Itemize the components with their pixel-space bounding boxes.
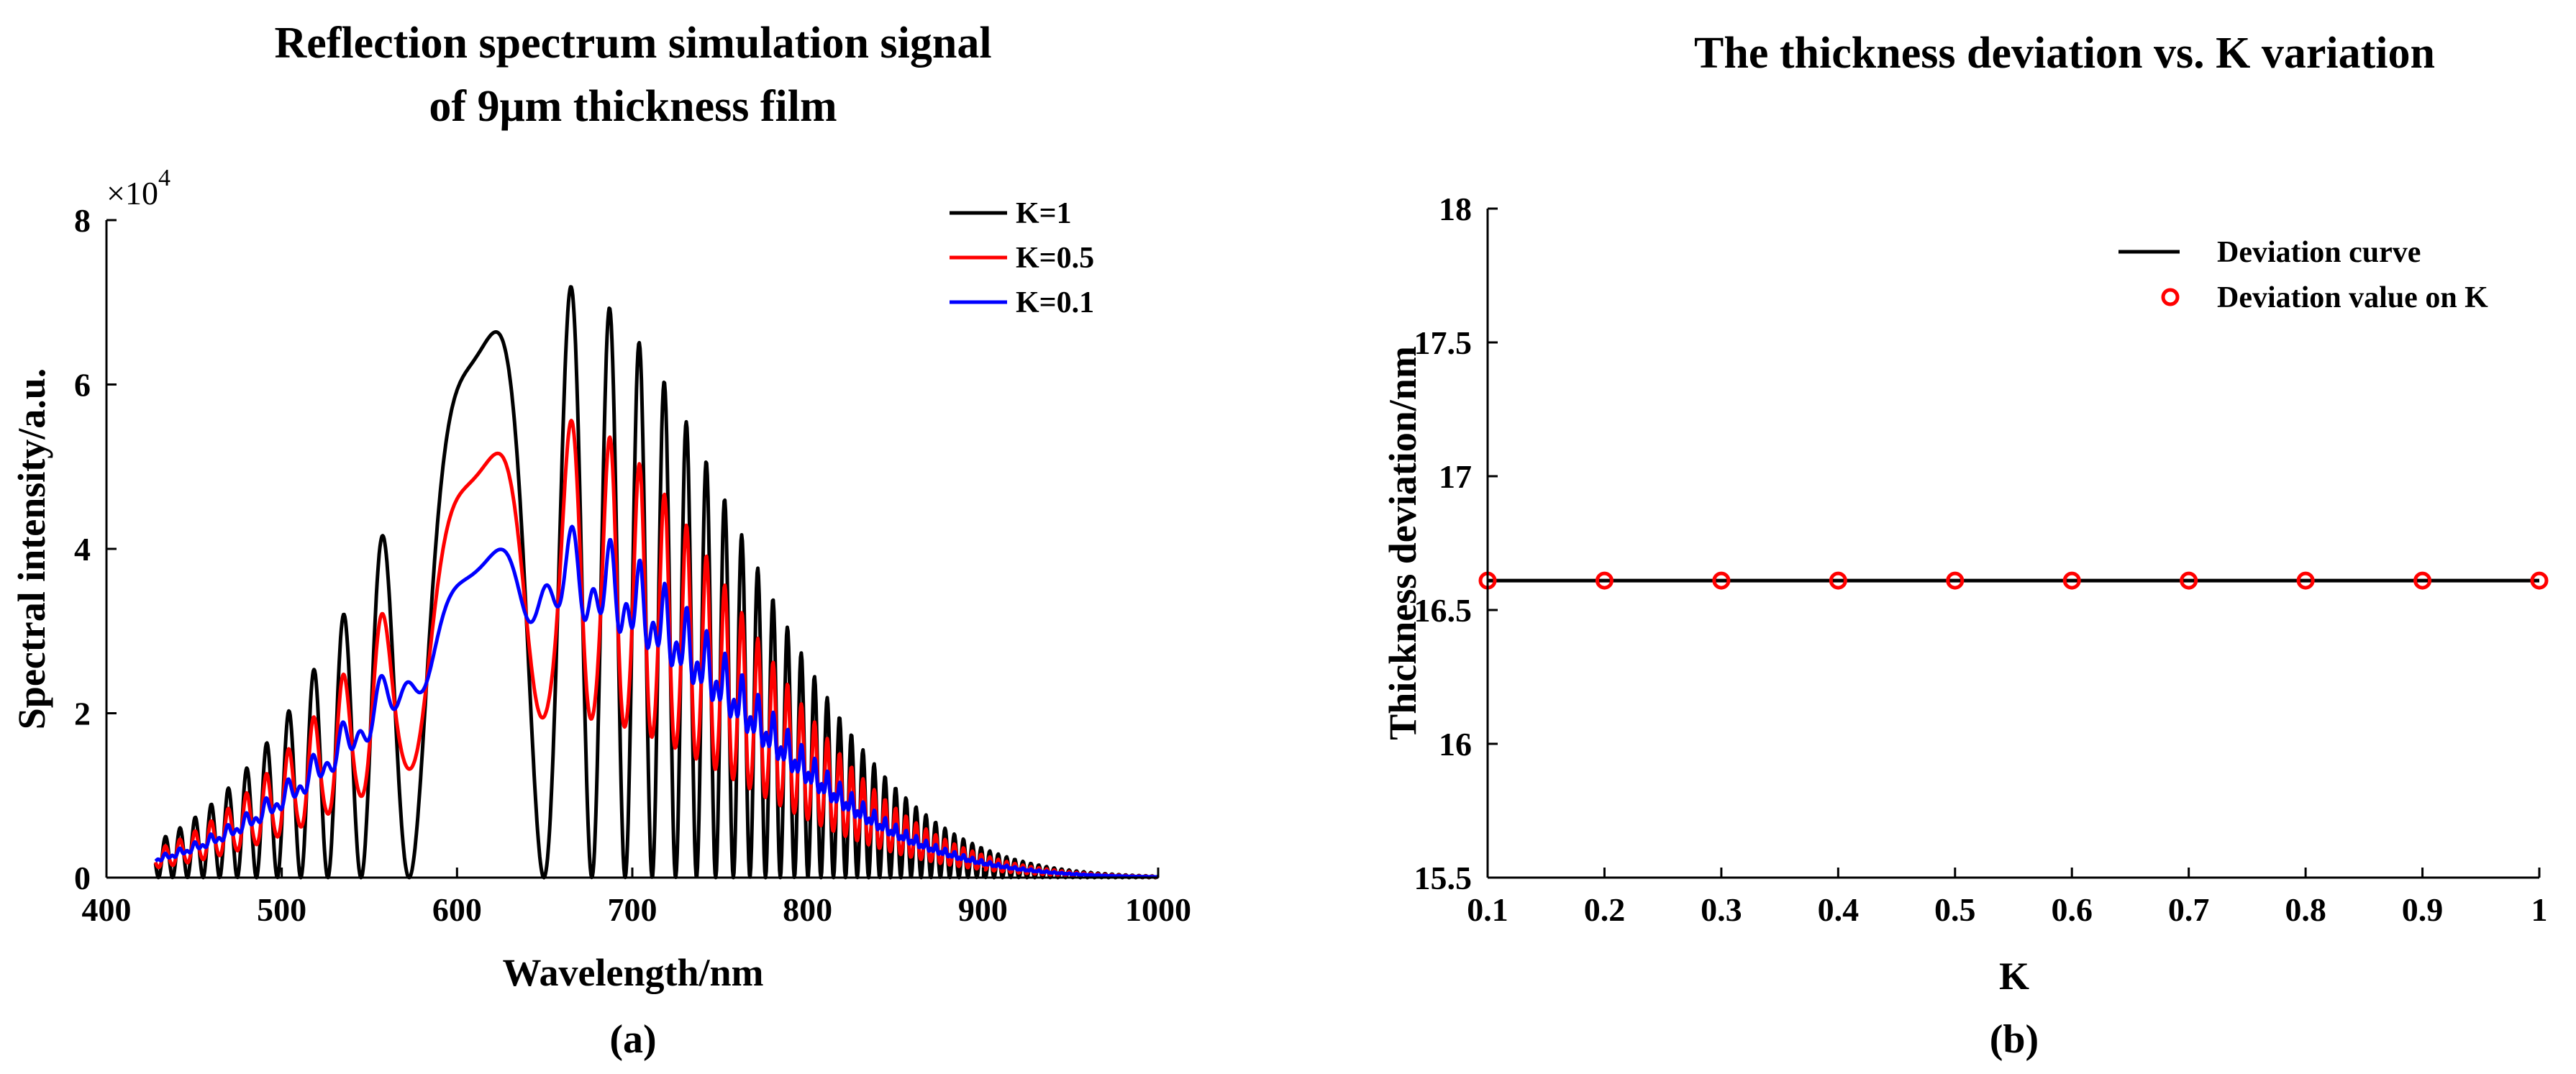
panel-b-plot: 0.1 0.2 0.3 0.4 0.5 0.6 0.7 0.8 0.9 1 15.51616.51… — [1414, 191, 2549, 928]
deviation-value-marker — [2296, 571, 2315, 590]
panel-a-y-tick-label: 2 — [74, 696, 91, 732]
panel-b: The thickness deviation vs. K variation … — [1381, 29, 2549, 1062]
panel-b-y-label: Thickness deviation/nm — [1381, 346, 1424, 740]
panel-a-y-multiplier-exponent: 4 — [158, 165, 170, 191]
panel-a-x-tick-label: 600 — [432, 891, 482, 928]
panel-a-y-multiplier-base: ×10 — [106, 175, 158, 211]
panel-b-x-tick-label: 0.2 — [1584, 891, 1626, 928]
panel-b-x-tick-label: 0.8 — [2285, 891, 2326, 928]
panel-b-label: (b) — [1990, 1017, 2039, 1062]
panel-a-x-label: Wavelength/nm — [502, 951, 763, 994]
panel-a: Reflection spectrum simulation signal of… — [10, 19, 1191, 1062]
panel-b-y-tick-label: 17.5 — [1414, 324, 1473, 361]
panel-a-x-tick-label: 800 — [783, 891, 832, 928]
panel-b-y-tick-label: 18 — [1439, 191, 1472, 227]
panel-a-y-tick-label: 8 — [74, 202, 91, 239]
panel-a-x-tick-label: 900 — [958, 891, 1008, 928]
panel-a-title-line2: of 9μm thickness film — [429, 82, 837, 131]
panel-b-legend: Deviation curve Deviation value on K — [2118, 236, 2488, 314]
panel-b-y-tick-label: 17 — [1439, 458, 1472, 495]
panel-a-y-label: Spectral intensity/a.u. — [10, 368, 53, 730]
panel-a-label: (a) — [609, 1017, 656, 1062]
panel-a-x-tick-label: 500 — [257, 891, 306, 928]
panel-b-x-ticks: 0.1 0.2 0.3 0.4 0.5 0.6 0.7 0.8 0.9 1 — [1467, 868, 2548, 928]
legend-swatch-deviation-value — [2161, 288, 2180, 306]
panel-a-y-ticks: 0 2 4 6 8 — [74, 202, 117, 896]
panel-a-y-tick-label: 0 — [74, 860, 91, 896]
panel-b-x-label: K — [1999, 955, 2029, 998]
panel-b-x-tick-label: 1 — [2531, 891, 2548, 928]
deviation-value-marker — [2062, 571, 2081, 590]
legend-label-k01: K=0.1 — [1016, 286, 1094, 319]
panel-a-x-tick-label: 1000 — [1125, 891, 1191, 928]
panel-b-y-tick-label: 15.5 — [1414, 860, 1473, 896]
legend-label-k1: K=1 — [1016, 197, 1072, 230]
panel-b-x-tick-label: 0.7 — [2168, 891, 2210, 928]
panel-b-y-tick-label: 16.5 — [1414, 592, 1473, 629]
panel-a-title-line1: Reflection spectrum simulation signal — [274, 19, 991, 68]
panel-b-y-ticks: 15.5 16 16.5 17 17.5 18 — [1414, 191, 1498, 896]
panel-b-plot-area — [1488, 209, 2539, 878]
deviation-value-marker — [1946, 571, 1965, 590]
deviation-value-marker — [2413, 571, 2432, 590]
deviation-value-marker — [1712, 571, 1731, 590]
deviation-value-marker — [1829, 571, 1847, 590]
panel-b-x-tick-label: 0.9 — [2402, 891, 2444, 928]
panel-b-x-tick-label: 0.4 — [1818, 891, 1860, 928]
panel-b-x-tick-label: 0.5 — [1934, 891, 1976, 928]
panel-b-x-tick-label: 0.1 — [1467, 891, 1508, 928]
deviation-value-marker — [2180, 571, 2198, 590]
panel-b-x-tick-label: 0.3 — [1701, 891, 1742, 928]
panel-b-x-tick-label: 0.6 — [2051, 891, 2093, 928]
panel-a-multiplier: ×10 4 — [106, 165, 170, 211]
panel-a-legend: K=1 K=0.5 K=0.1 — [950, 197, 1094, 319]
panel-a-x-ticks: 400 500 600 700 800 900 1000 — [82, 868, 1191, 928]
panel-a-y-tick-label: 6 — [74, 367, 91, 404]
panel-a-plot: 400 500 600 700 800 900 1000 0 2 4 6 8 — [74, 202, 1191, 928]
deviation-value-marker — [2530, 571, 2549, 590]
legend-label-deviation-value: Deviation value on K — [2217, 281, 2488, 314]
panel-b-title: The thickness deviation vs. K variation — [1694, 29, 2435, 78]
panel-b-y-tick-label: 16 — [1439, 726, 1472, 763]
legend-label-k05: K=0.5 — [1016, 242, 1094, 275]
legend-label-deviation-curve: Deviation curve — [2217, 236, 2421, 269]
series-line-k01 — [154, 524, 1160, 879]
panel-a-x-tick-label: 400 — [82, 891, 132, 928]
deviation-value-marker — [1595, 571, 1614, 590]
panel-a-x-tick-label: 700 — [608, 891, 657, 928]
panel-a-y-tick-label: 4 — [74, 531, 91, 568]
panel-a-curves — [153, 285, 1160, 880]
